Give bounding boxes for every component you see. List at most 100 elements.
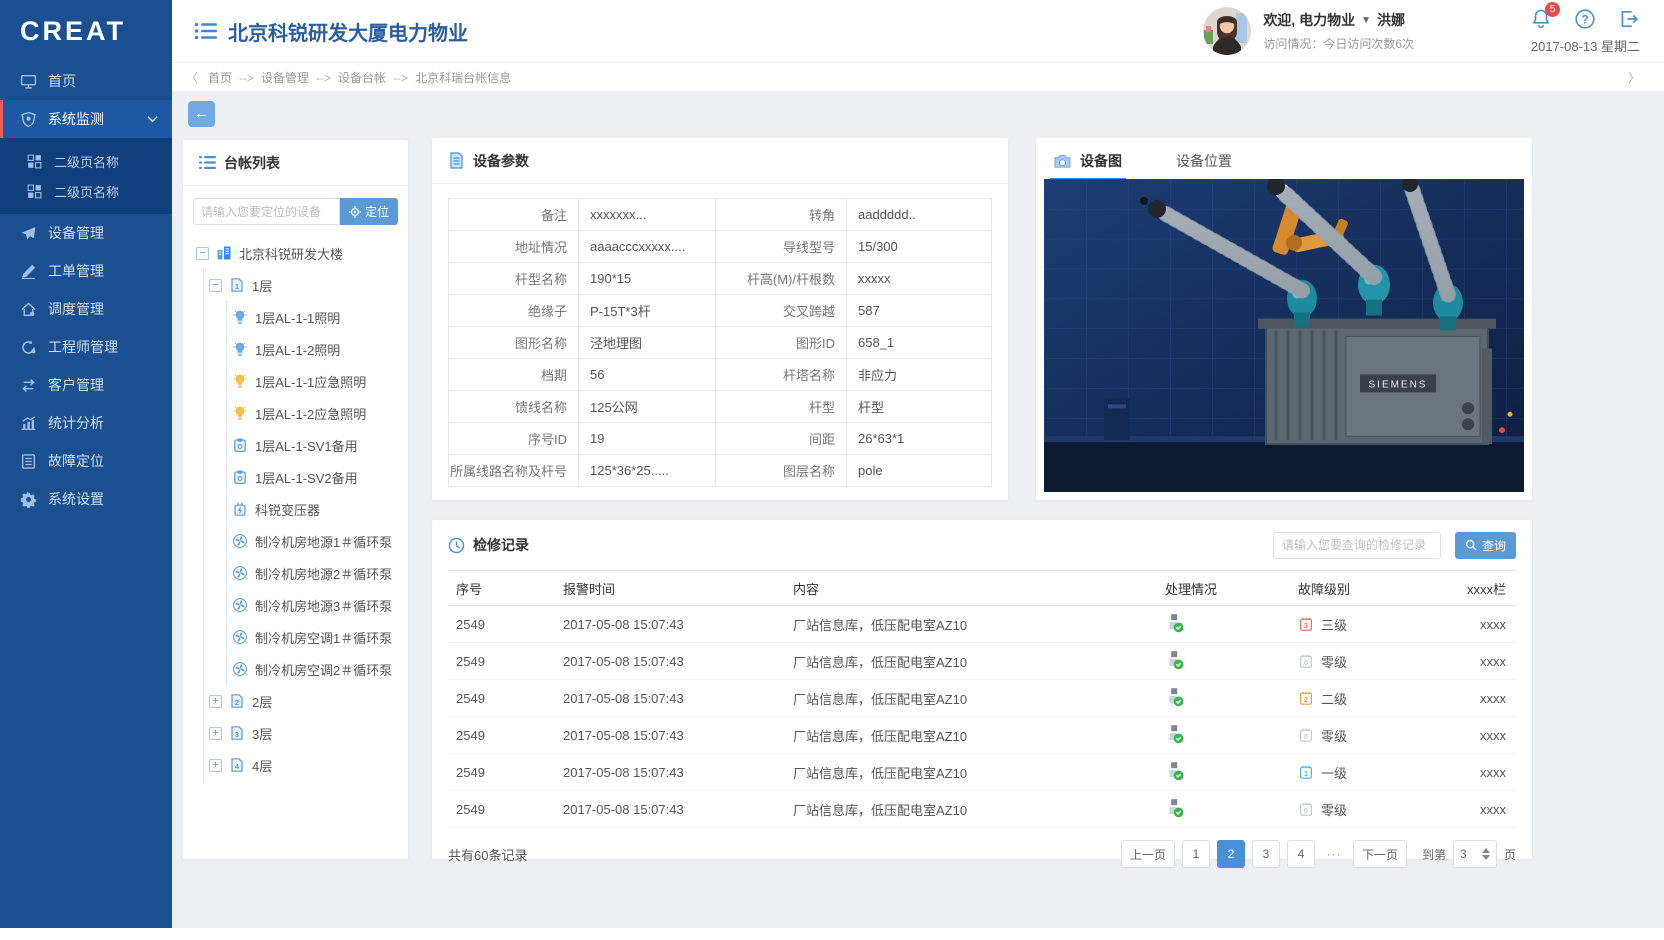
prev-page-button[interactable]: 上一页: [1120, 840, 1175, 868]
query-button[interactable]: 查询: [1454, 531, 1516, 559]
page-button-3[interactable]: 3: [1251, 840, 1280, 868]
tree-toggle-minus-icon[interactable]: −: [209, 278, 222, 292]
sidebar-item-label: 客户管理: [48, 377, 104, 393]
sidebar-item-系统设置[interactable]: 系统设置: [0, 480, 172, 518]
param-label: 杆高(M)/杆根数: [715, 262, 847, 295]
tree-item-label: 1层: [252, 278, 273, 294]
param-value: 26*63*1: [846, 422, 992, 455]
tree-toggle-minus-icon[interactable]: −: [196, 246, 209, 260]
avatar[interactable]: [1203, 7, 1252, 55]
user-cluster: 欢迎, 电力物业 ▼ 洪娜 访问情况：今日访问次数6次: [1203, 7, 1414, 55]
welcome-text[interactable]: 欢迎, 电力物业: [1263, 12, 1356, 28]
breadcrumb-separator: -->: [239, 70, 255, 85]
fault-level-label: 零级: [1321, 802, 1348, 818]
sidebar-item-工程师管理[interactable]: 工程师管理: [0, 328, 172, 366]
breadcrumb-item[interactable]: 设备台帐: [338, 70, 387, 85]
sidebar-item-label: 调度管理: [48, 301, 104, 317]
tree-item[interactable]: +4 4层: [204, 749, 404, 781]
tree-item[interactable]: 1层AL-1-1应急照明: [227, 365, 404, 397]
params-table: 备注 xxxxxxx... 转角 aaddddd.. 地址情况 aaaacccxxxxx.…: [448, 198, 992, 487]
tree-item[interactable]: 1层AL-1-SV2备用: [227, 461, 404, 493]
sidebar-item-首页[interactable]: 首页: [0, 62, 172, 100]
title-list-icon[interactable]: [194, 21, 218, 41]
status-processed-icon: [1165, 798, 1185, 818]
grid-icon: [26, 183, 43, 200]
tree-item[interactable]: 1层AL-1-1照明: [227, 301, 404, 333]
current-date: 2017-08-13 星期二: [1530, 39, 1640, 54]
tree-item[interactable]: +2 2层: [204, 685, 404, 717]
breadcrumb-item[interactable]: 首页: [208, 70, 233, 85]
records-header-row: 序号 报警时间 内容 处理情况 故障级别 xxxx栏: [448, 570, 1516, 606]
sidebar-item-二级页名称[interactable]: 二级页名称: [0, 146, 172, 176]
sidebar-item-客户管理[interactable]: 客户管理: [0, 366, 172, 404]
monitor-icon: [20, 73, 37, 90]
tree-item[interactable]: 制冷机房地源3＃循环泵: [227, 589, 404, 621]
swap-icon: [20, 377, 37, 394]
locate-search-input[interactable]: [193, 198, 340, 225]
tab-device-location[interactable]: 设备位置: [1176, 153, 1232, 169]
tree-toggle-plus-icon[interactable]: +: [209, 758, 222, 772]
tree-toggle-plus-icon[interactable]: +: [209, 694, 222, 708]
page-button-4[interactable]: 4: [1286, 840, 1315, 868]
sidebar-item-二级页名称[interactable]: 二级页名称: [0, 176, 172, 206]
params-row: 档期 56 杆塔名称 非应力: [448, 358, 992, 391]
tree-toggle-plus-icon[interactable]: +: [209, 726, 222, 740]
svg-text:2: 2: [1304, 695, 1308, 704]
sidebar-item-工单管理[interactable]: 工单管理: [0, 252, 172, 290]
stepper-arrows-icon[interactable]: [1481, 848, 1490, 860]
param-label: 所属线路名称及杆号: [448, 454, 579, 487]
param-value: 125*36*25.....: [578, 454, 716, 487]
bottom-strip: [0, 928, 1664, 940]
sidebar-item-统计分析[interactable]: 统计分析: [0, 404, 172, 442]
page-button-2[interactable]: 2: [1216, 840, 1245, 868]
tree-item[interactable]: 制冷机房地源2＃循环泵: [227, 557, 404, 589]
visit-info: 访问情况：今日访问次数6次: [1263, 37, 1414, 51]
pump-icon: [232, 661, 248, 677]
tree-item[interactable]: 1层AL-1-SV1备用: [227, 429, 404, 461]
pagination-ellipsis[interactable]: ···: [1326, 847, 1342, 861]
logout-icon[interactable]: [1618, 8, 1640, 30]
fault-level-label: 零级: [1321, 654, 1348, 670]
goto-page-stepper[interactable]: 3: [1452, 840, 1497, 868]
breadcrumb-item[interactable]: 北京科瑞台帐信息: [415, 70, 512, 85]
tree-item[interactable]: 1层AL-1-2应急照明: [227, 397, 404, 429]
breadcrumb-item[interactable]: 设备管理: [261, 70, 310, 85]
back-button[interactable]: ←: [188, 101, 215, 127]
floor-icon: 2: [229, 693, 245, 709]
tree-item[interactable]: − 北京科锐研发大楼: [191, 237, 404, 269]
tab-device-image[interactable]: 设备图: [1050, 151, 1126, 181]
image-tabs: 设备图 设备位置: [1036, 138, 1532, 181]
document-icon: [448, 152, 465, 169]
tree-item[interactable]: 制冷机房空调2＃循环泵: [227, 653, 404, 685]
record-content: 厂站信息库，低压配电室AZ10: [793, 691, 968, 707]
sidebar-item-故障定位[interactable]: 故障定位: [0, 442, 172, 480]
records-search-input[interactable]: [1272, 531, 1441, 559]
param-label: 交叉跨越: [715, 294, 847, 327]
breadcrumb-forward-icon[interactable]: 〉: [1627, 70, 1640, 85]
tree-item[interactable]: 制冷机房地源1＃循环泵: [227, 525, 404, 557]
locate-button[interactable]: 定位: [339, 198, 398, 225]
tree-item[interactable]: +3 3层: [204, 717, 404, 749]
tree-item[interactable]: 1层AL-1-2照明: [227, 333, 404, 365]
records-column-header: 报警时间: [563, 581, 616, 597]
records-column-header: 故障级别: [1298, 581, 1351, 597]
params-panel: 设备参数 备注 xxxxxxx... 转角 aaddddd.. 地址情况 aaaacccx…: [432, 138, 1008, 500]
send-icon: [20, 225, 37, 242]
tree-item[interactable]: 科锐变压器: [227, 493, 404, 525]
record-id: 2549: [456, 727, 485, 743]
breadcrumb-back-icon[interactable]: 〈: [186, 70, 199, 85]
sidebar-item-系统监测[interactable]: 系统监测: [0, 100, 172, 138]
next-page-button[interactable]: 下一页: [1352, 840, 1407, 868]
sidebar-item-调度管理[interactable]: 调度管理: [0, 290, 172, 328]
tree-item[interactable]: − 1 1层: [204, 269, 404, 301]
page-button-1[interactable]: 1: [1181, 840, 1210, 868]
records-column-header: 内容: [793, 581, 820, 597]
tree-item[interactable]: 制冷机房空调1＃循环泵: [227, 621, 404, 653]
bell-icon[interactable]: 5: [1530, 2, 1560, 30]
help-icon[interactable]: ?: [1574, 8, 1596, 30]
chevron-down-icon[interactable]: ▼: [1361, 14, 1371, 26]
record-alarm-time: 2017-05-08 15:07:43: [563, 690, 684, 706]
param-label: 杆型名称: [448, 262, 579, 295]
floor-icon: 3: [229, 725, 245, 741]
sidebar-item-设备管理[interactable]: 设备管理: [0, 214, 172, 252]
